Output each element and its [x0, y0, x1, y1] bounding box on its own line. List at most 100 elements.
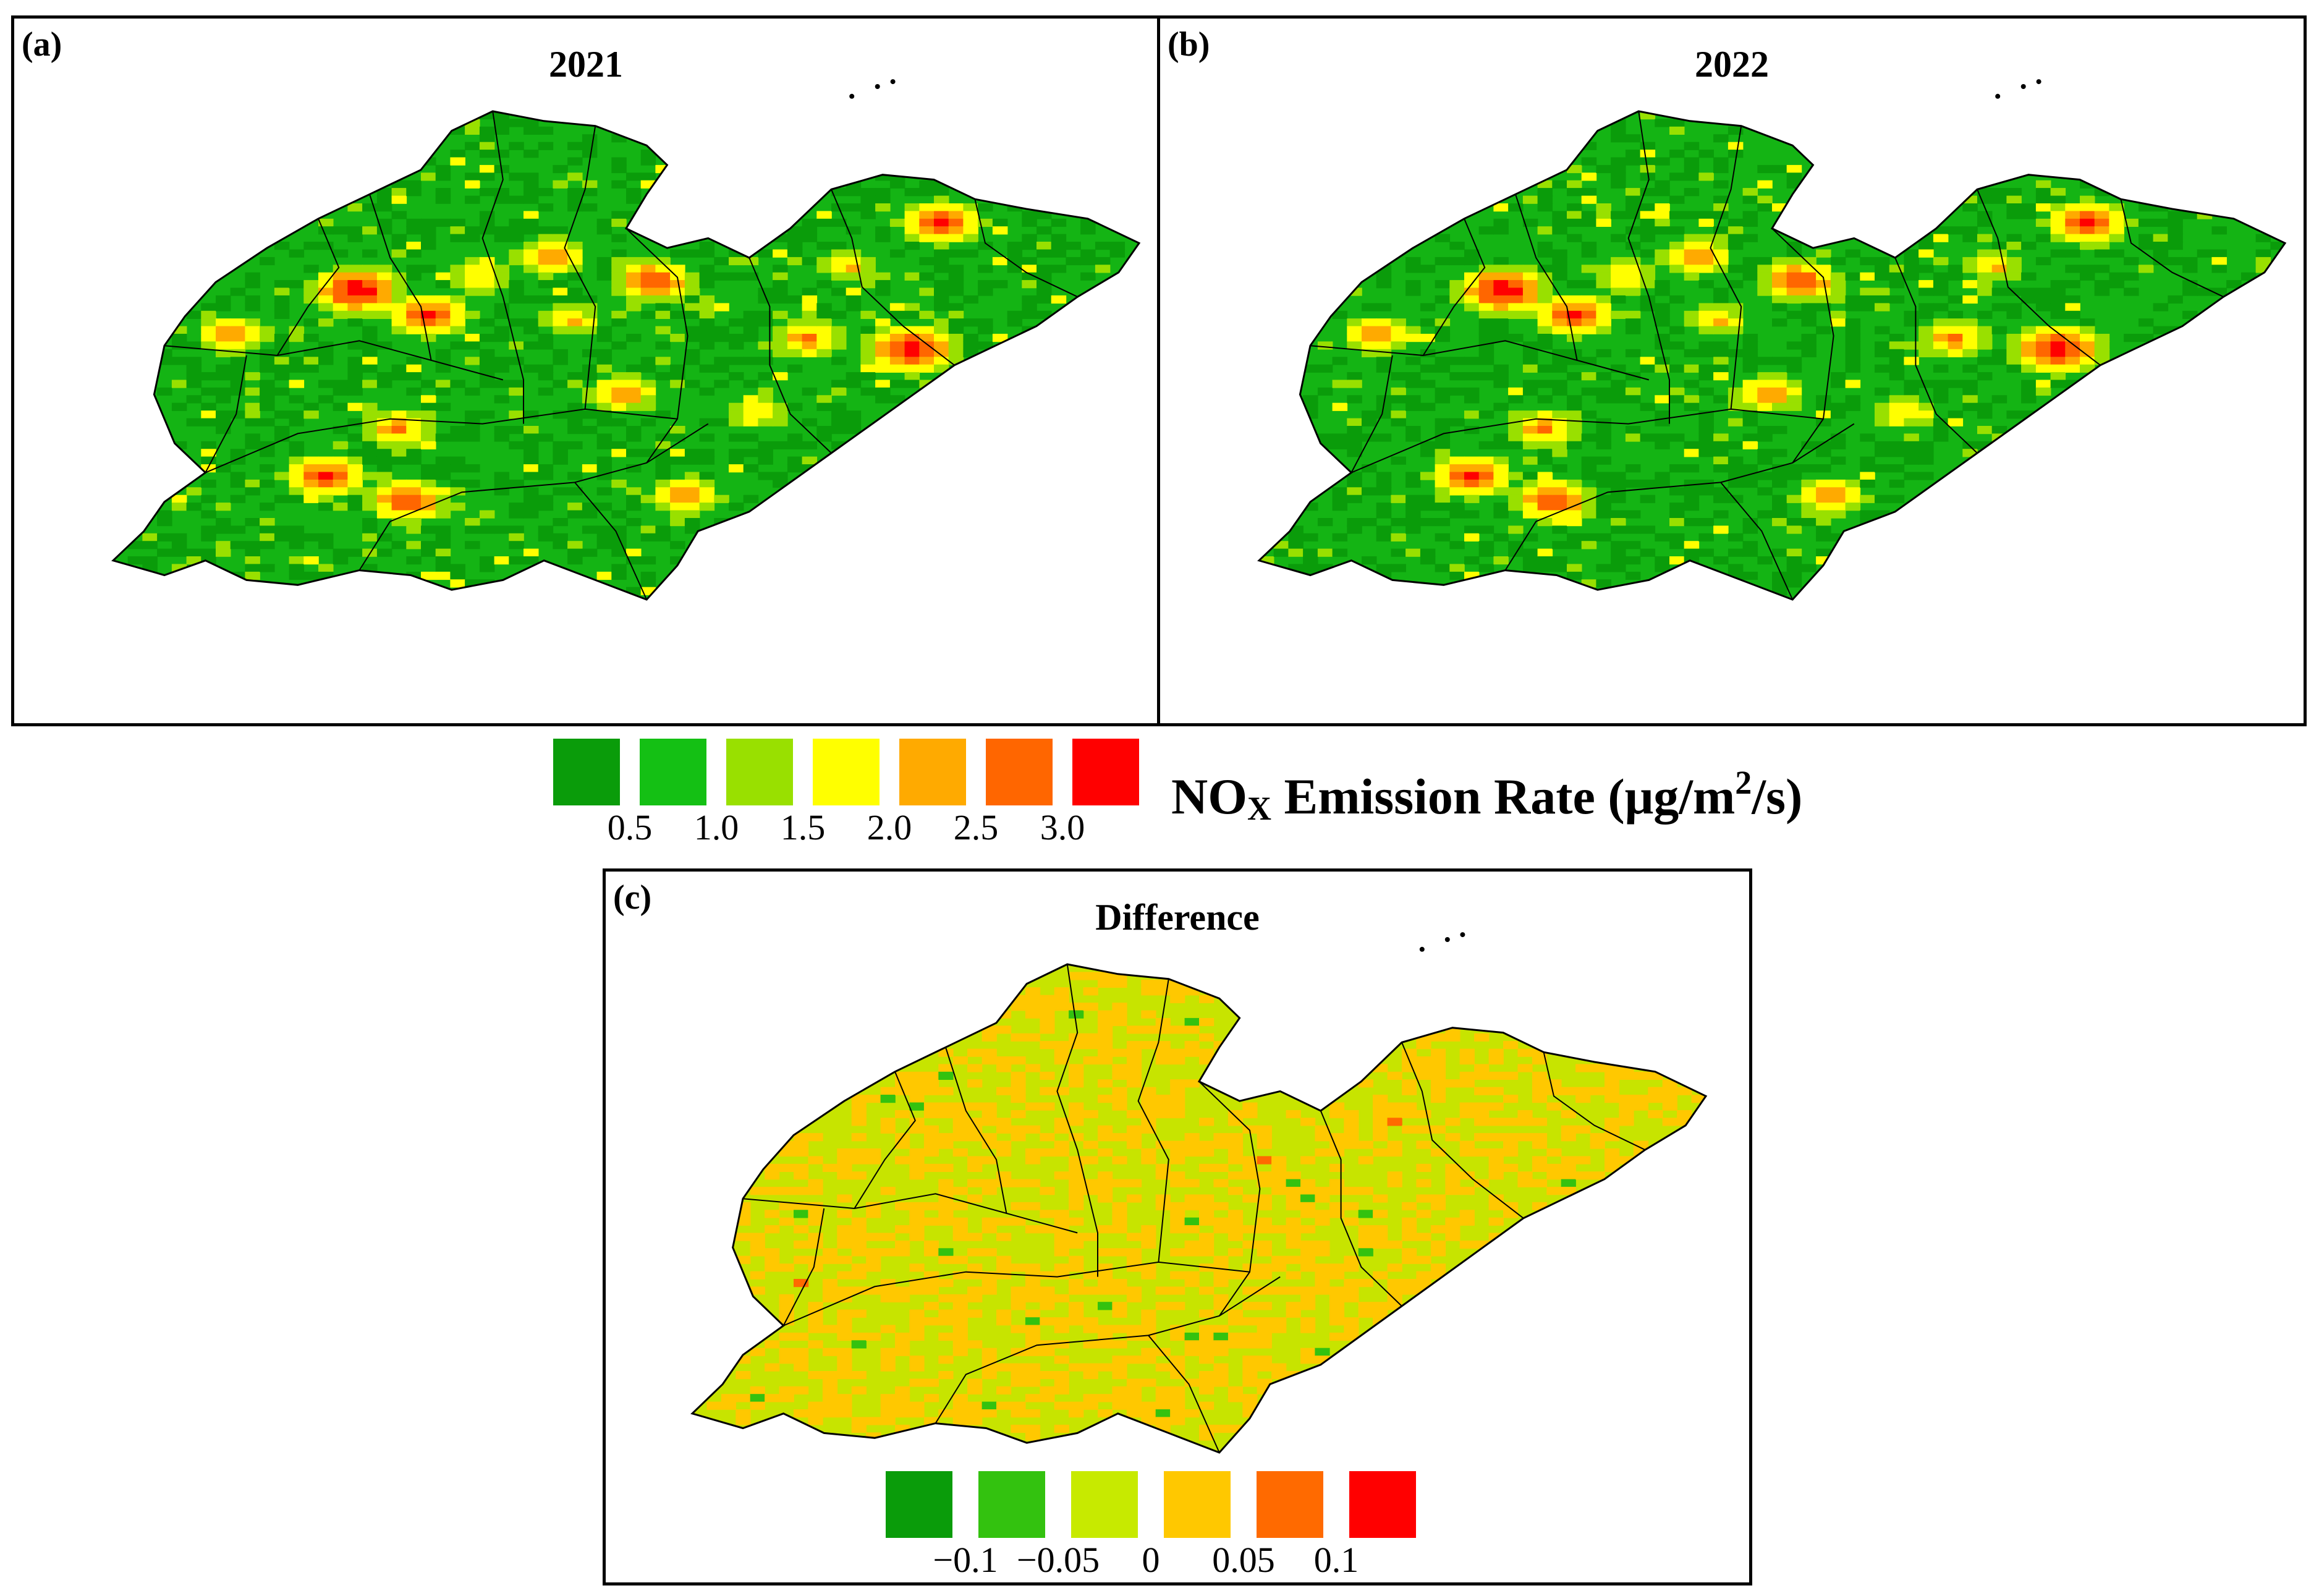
grid-cell: [895, 1156, 910, 1165]
grid-cell: [1493, 510, 1509, 519]
grid-cell: [1011, 1033, 1026, 1042]
grid-cell: [1242, 1340, 1258, 1349]
grid-cell: [851, 1248, 867, 1257]
grid-cell: [2065, 280, 2080, 289]
grid-cell: [1112, 1225, 1127, 1234]
grid-cell: [1786, 387, 1802, 396]
grid-cell: [779, 1263, 794, 1272]
grid-cell: [1098, 1033, 1113, 1042]
grid-cell: [1537, 487, 1553, 496]
grid-cell: [923, 1140, 939, 1149]
grid-cell: [640, 310, 656, 319]
grid-cell: [611, 541, 627, 550]
grid-cell: [640, 571, 656, 580]
grid-cell: [347, 310, 363, 319]
grid-cell: [538, 525, 554, 534]
grid-cell: [1904, 449, 1919, 457]
grid-cell: [1112, 1340, 1127, 1349]
grid-cell: [289, 456, 305, 465]
emission-tick-2: 1.5: [780, 807, 826, 847]
grid-cell: [1329, 1294, 1345, 1302]
grid-cell: [1757, 380, 1773, 388]
grid-cell: [1581, 372, 1597, 381]
grid-cell: [611, 510, 627, 519]
grid-cell: [1141, 1102, 1156, 1111]
grid-cell: [919, 272, 935, 281]
grid-cell: [773, 418, 788, 427]
grid-cell: [1918, 287, 1934, 296]
grid-cell: [1317, 518, 1333, 527]
grid-cell: [909, 1378, 925, 1387]
grid-cell: [1596, 310, 1611, 319]
grid-cell: [978, 242, 993, 250]
grid-cell: [1991, 272, 2007, 281]
grid-cell: [981, 1363, 997, 1372]
grid-cell: [1684, 257, 1700, 266]
grid-cell: [1347, 479, 1362, 488]
grid-cell: [684, 449, 700, 457]
grid-cell: [808, 1309, 823, 1318]
grid-cell: [1478, 487, 1494, 496]
grid-cell: [837, 1332, 852, 1341]
grid-cell: [1772, 287, 1787, 296]
grid-cell: [435, 533, 451, 541]
grid-cell: [1040, 1010, 1055, 1019]
grid-cell: [538, 257, 554, 266]
grid-cell: [909, 1325, 925, 1333]
grid-cell: [837, 1309, 852, 1318]
grid-cell: [1416, 1255, 1431, 1264]
grid-cell: [289, 533, 305, 541]
grid-cell: [1728, 280, 1744, 289]
grid-cell: [1575, 1171, 1591, 1180]
grid-cell: [904, 203, 920, 212]
panel-title-b: 2022: [1695, 44, 1769, 85]
grid-cell: [1742, 334, 1758, 342]
grid-cell: [2124, 257, 2139, 266]
grid-cell: [895, 1110, 910, 1119]
grid-cell: [465, 479, 480, 488]
grid-cell: [1098, 1125, 1113, 1134]
grid-cell: [1508, 472, 1524, 480]
grid-cell: [952, 1118, 968, 1126]
emission-swatch-2: [726, 739, 793, 805]
grid-cell: [1011, 1371, 1026, 1380]
grid-cell: [347, 464, 363, 473]
grid-cell: [981, 1048, 997, 1057]
grid-cell: [1830, 257, 1846, 266]
grid-cell: [626, 295, 642, 304]
grid-cell: [1962, 380, 1978, 388]
grid-cell: [1141, 1271, 1156, 1280]
grid-cell: [1552, 433, 1567, 442]
grid-cell: [1420, 472, 1436, 480]
grid-cell: [1435, 479, 1451, 488]
grid-cell: [1011, 1424, 1026, 1433]
grid-cell: [274, 334, 290, 342]
grid-cell: [1227, 1225, 1244, 1234]
grid-cell: [1904, 380, 1919, 388]
grid-cell: [2211, 226, 2227, 235]
grid-cell: [1416, 1194, 1431, 1203]
grid-cell: [1713, 157, 1729, 166]
grid-cell: [376, 303, 392, 312]
grid-cell: [721, 1401, 737, 1410]
grid-cell: [1459, 1187, 1475, 1195]
grid-cell: [1098, 1133, 1113, 1142]
grid-cell: [1227, 1140, 1244, 1149]
grid-cell: [1757, 357, 1773, 365]
grid-cell: [670, 334, 685, 342]
grid-cell: [1860, 464, 1875, 473]
grid-cell: [1786, 357, 1802, 365]
grid-cell: [1596, 349, 1611, 357]
grid-cell: [743, 433, 759, 442]
grid-cell: [1435, 295, 1451, 304]
grid-cell: [1640, 172, 1656, 181]
grid-cell: [1786, 548, 1802, 557]
grid-cell: [1054, 1041, 1069, 1050]
grid-cell: [706, 1401, 722, 1410]
grid-cell: [406, 541, 422, 550]
grid-cell: [794, 1171, 809, 1180]
grid-cell: [714, 364, 729, 373]
grid-cell: [952, 1294, 968, 1302]
grid-cell: [880, 1325, 896, 1333]
grid-cell: [992, 280, 1008, 289]
